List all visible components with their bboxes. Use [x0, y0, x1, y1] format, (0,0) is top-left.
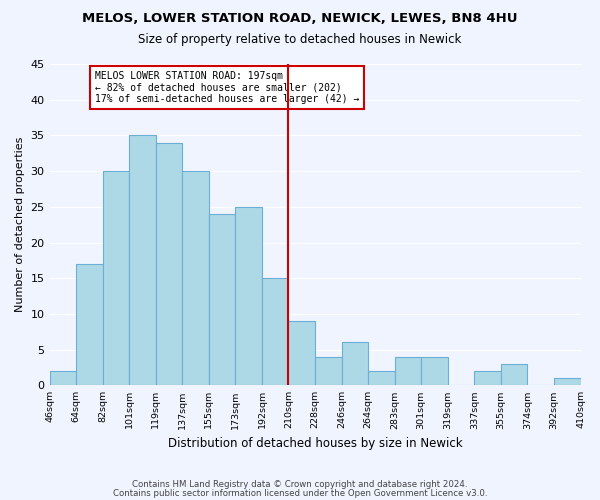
Bar: [315, 356, 341, 386]
Bar: [129, 136, 156, 386]
Text: MELOS LOWER STATION ROAD: 197sqm
← 82% of detached houses are smaller (202)
17% : MELOS LOWER STATION ROAD: 197sqm ← 82% o…: [95, 71, 359, 104]
Bar: [209, 214, 235, 386]
Bar: [395, 356, 421, 386]
Bar: [156, 142, 182, 386]
X-axis label: Distribution of detached houses by size in Newick: Distribution of detached houses by size …: [168, 437, 463, 450]
Bar: [76, 264, 103, 386]
Text: Contains HM Land Registry data © Crown copyright and database right 2024.: Contains HM Land Registry data © Crown c…: [132, 480, 468, 489]
Bar: [103, 171, 129, 386]
Text: Contains public sector information licensed under the Open Government Licence v3: Contains public sector information licen…: [113, 488, 487, 498]
Text: Size of property relative to detached houses in Newick: Size of property relative to detached ho…: [139, 32, 461, 46]
Bar: [554, 378, 581, 386]
Bar: [50, 371, 76, 386]
Bar: [421, 356, 448, 386]
Bar: [262, 278, 289, 386]
Bar: [182, 171, 209, 386]
Text: MELOS, LOWER STATION ROAD, NEWICK, LEWES, BN8 4HU: MELOS, LOWER STATION ROAD, NEWICK, LEWES…: [82, 12, 518, 26]
Y-axis label: Number of detached properties: Number of detached properties: [15, 137, 25, 312]
Bar: [341, 342, 368, 386]
Bar: [235, 207, 262, 386]
Bar: [475, 371, 501, 386]
Bar: [368, 371, 395, 386]
Bar: [289, 321, 315, 386]
Bar: [501, 364, 527, 386]
